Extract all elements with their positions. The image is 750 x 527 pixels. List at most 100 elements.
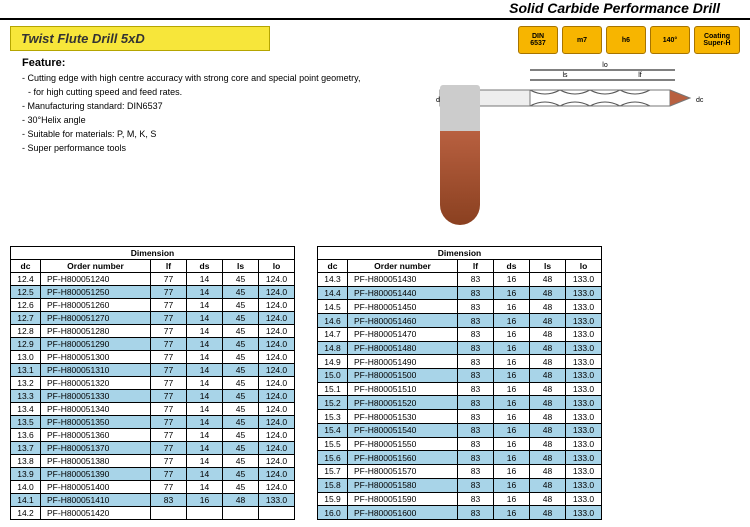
- cell-ds: [187, 507, 223, 520]
- cell-order: PF-H800051390: [41, 468, 151, 481]
- table-row: 15.4PF-H800051540831648133.0: [318, 423, 602, 437]
- cell-ds: 16: [494, 506, 530, 520]
- table-row: 14.7PF-H800051470831648133.0: [318, 327, 602, 341]
- col-header: Order number: [348, 260, 458, 273]
- cell-lo: [259, 507, 295, 520]
- cell-ls: 45: [223, 429, 259, 442]
- cell-ds: 16: [494, 465, 530, 479]
- cell-order: PF-H800051380: [41, 455, 151, 468]
- col-header: lf: [458, 260, 494, 273]
- cell-lo: 133.0: [566, 423, 602, 437]
- cell-ls: 45: [223, 455, 259, 468]
- cell-dc: 14.0: [11, 481, 41, 494]
- table-row: 16.0PF-H800051600831648133.0: [318, 506, 602, 520]
- table-row: 12.7PF-H800051270771445124.0: [11, 312, 295, 325]
- cell-lf: 77: [151, 312, 187, 325]
- cell-ds: 16: [494, 369, 530, 383]
- cell-ds: 14: [187, 273, 223, 286]
- cell-ds: 16: [494, 341, 530, 355]
- cell-lf: 83: [458, 478, 494, 492]
- cell-lf: 83: [458, 369, 494, 383]
- feature-item: Manufacturing standard: DIN6537: [22, 100, 420, 114]
- cell-ls: 45: [223, 468, 259, 481]
- cell-order: PF-H800051440: [348, 286, 458, 300]
- cell-ls: 48: [530, 465, 566, 479]
- cell-ds: 14: [187, 455, 223, 468]
- cell-order: PF-H800051540: [348, 423, 458, 437]
- page-title: Solid Carbide Performance Drill: [509, 0, 720, 16]
- cell-ls: 45: [223, 325, 259, 338]
- cell-order: PF-H800051460: [348, 314, 458, 328]
- table-row: 14.9PF-H800051490831648133.0: [318, 355, 602, 369]
- table-row: 12.9PF-H800051290771445124.0: [11, 338, 295, 351]
- cell-dc: 12.8: [11, 325, 41, 338]
- cell-lo: 133.0: [566, 382, 602, 396]
- dimension-table-right: DimensiondcOrder numberlfdslslo14.3PF-H8…: [317, 246, 602, 520]
- cell-lf: 83: [458, 300, 494, 314]
- cell-lf: 83: [458, 423, 494, 437]
- cell-lo: 133.0: [566, 465, 602, 479]
- cell-order: PF-H800051270: [41, 312, 151, 325]
- cell-ls: 48: [530, 423, 566, 437]
- table-row: 13.7PF-H800051370771445124.0: [11, 442, 295, 455]
- cell-lo: 133.0: [566, 300, 602, 314]
- cell-dc: 15.9: [318, 492, 348, 506]
- cell-dc: 14.8: [318, 341, 348, 355]
- cell-lf: 77: [151, 390, 187, 403]
- table-row: 15.1PF-H800051510831648133.0: [318, 382, 602, 396]
- cell-lf: 83: [458, 437, 494, 451]
- cell-ls: 45: [223, 377, 259, 390]
- feature-item: Cutting edge with high centre accuracy w…: [22, 72, 420, 86]
- cell-order: PF-H800051470: [348, 327, 458, 341]
- cell-lf: 77: [151, 455, 187, 468]
- dimension-table-left: DimensiondcOrder numberlfdslslo12.4PF-H8…: [10, 246, 295, 520]
- cell-lf: 83: [151, 494, 187, 507]
- cell-lf: 77: [151, 468, 187, 481]
- cell-dc: 12.7: [11, 312, 41, 325]
- cell-order: PF-H800051290: [41, 338, 151, 351]
- cell-ls: 45: [223, 442, 259, 455]
- cell-dc: 14.6: [318, 314, 348, 328]
- cell-ds: 14: [187, 325, 223, 338]
- table-group-header: Dimension: [318, 247, 602, 260]
- spec-badge: m7: [562, 26, 602, 54]
- cell-ds: 16: [494, 478, 530, 492]
- table-row: 15.6PF-H800051560831648133.0: [318, 451, 602, 465]
- table-row: 15.2PF-H800051520831648133.0: [318, 396, 602, 410]
- cell-dc: 14.9: [318, 355, 348, 369]
- table-row: 15.7PF-H800051570831648133.0: [318, 465, 602, 479]
- cell-ls: 48: [530, 492, 566, 506]
- cell-dc: 13.6: [11, 429, 41, 442]
- table-row: 13.9PF-H800051390771445124.0: [11, 468, 295, 481]
- table-row: 13.5PF-H800051350771445124.0: [11, 416, 295, 429]
- cell-dc: 15.5: [318, 437, 348, 451]
- cell-order: PF-H800051480: [348, 341, 458, 355]
- cell-order: PF-H800051600: [348, 506, 458, 520]
- cell-lo: 133.0: [259, 494, 295, 507]
- cell-lo: 124.0: [259, 429, 295, 442]
- col-header: lf: [151, 260, 187, 273]
- table-row: 12.4PF-H800051240771445124.0: [11, 273, 295, 286]
- cell-dc: 12.6: [11, 299, 41, 312]
- cell-lo: 133.0: [566, 451, 602, 465]
- cell-lo: 133.0: [566, 506, 602, 520]
- cell-ds: 16: [494, 410, 530, 424]
- cell-ls: 48: [530, 300, 566, 314]
- cell-dc: 15.3: [318, 410, 348, 424]
- col-header: Order number: [41, 260, 151, 273]
- cell-ds: 16: [494, 300, 530, 314]
- cell-ds: 16: [494, 423, 530, 437]
- cell-lo: 124.0: [259, 351, 295, 364]
- table-row: 15.5PF-H800051550831648133.0: [318, 437, 602, 451]
- cell-dc: 14.7: [318, 327, 348, 341]
- col-header: ls: [530, 260, 566, 273]
- cell-lf: 77: [151, 286, 187, 299]
- cell-order: PF-H800051250: [41, 286, 151, 299]
- cell-lo: 133.0: [566, 341, 602, 355]
- cell-dc: 12.4: [11, 273, 41, 286]
- cell-ds: 16: [494, 314, 530, 328]
- table-row: 15.3PF-H800051530831648133.0: [318, 410, 602, 424]
- cell-lo: 124.0: [259, 468, 295, 481]
- cell-lo: 133.0: [566, 396, 602, 410]
- cell-dc: 12.5: [11, 286, 41, 299]
